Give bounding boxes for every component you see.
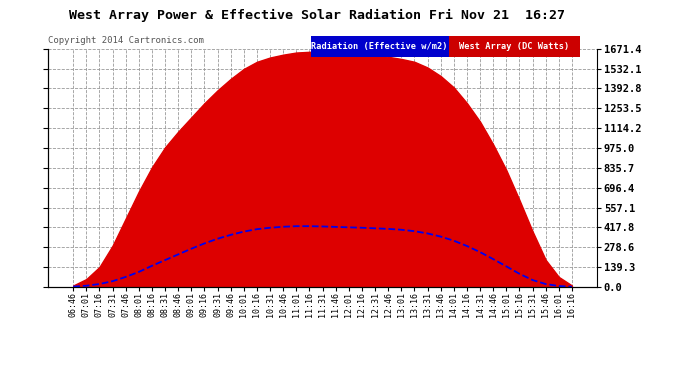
Text: Radiation (Effective w/m2): Radiation (Effective w/m2) — [311, 42, 448, 51]
Text: Copyright 2014 Cartronics.com: Copyright 2014 Cartronics.com — [48, 36, 204, 45]
Text: West Array (DC Watts): West Array (DC Watts) — [459, 42, 569, 51]
Text: West Array Power & Effective Solar Radiation Fri Nov 21  16:27: West Array Power & Effective Solar Radia… — [70, 9, 565, 22]
